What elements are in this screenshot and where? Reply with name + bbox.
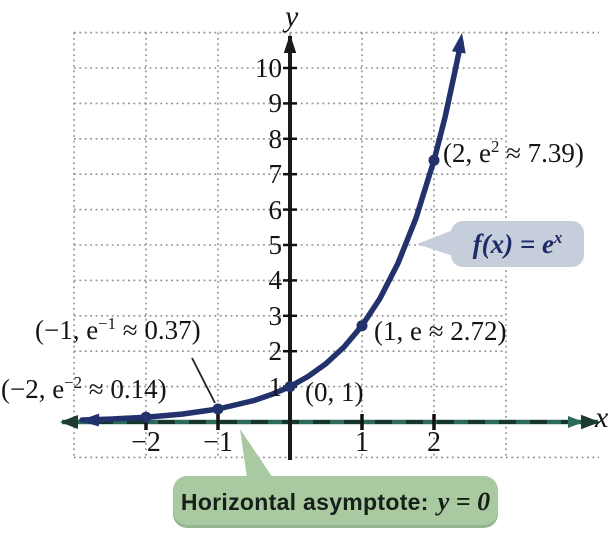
asymptote-equation: y = 0	[437, 487, 491, 516]
label-text: (1, e ≈ 2.72)	[374, 316, 507, 346]
asymptote-callout-pointer	[240, 429, 273, 478]
curve-top-arrow-icon	[451, 33, 466, 54]
x-tick--2: −2	[131, 427, 161, 458]
y-tick-8: 8	[268, 124, 283, 154]
fx-callout-pointer	[417, 230, 453, 256]
label-exponent: −1	[98, 314, 117, 333]
label-text: (−2, e	[1, 374, 65, 404]
x-axis-right-arrow-icon	[581, 414, 600, 430]
point-label-1: (1, e ≈ 2.72)	[374, 316, 507, 346]
asymptote-label: Horizontal asymptote:	[180, 488, 429, 515]
y-axis	[283, 34, 297, 460]
x-axis-right-chevron-icon	[568, 416, 584, 428]
label-exponent: 2	[490, 137, 500, 156]
point-label--2: (−2, e−2 ≈ 0.14)	[1, 374, 167, 404]
label-text: ≈ 0.14)	[82, 374, 167, 404]
y-tick-7: 7	[268, 159, 283, 189]
leader-line	[191, 357, 216, 404]
point-2	[428, 154, 440, 166]
data-points	[140, 154, 440, 423]
y-tick-10: 10	[255, 53, 282, 83]
y-axis-ticks	[283, 66, 297, 388]
y-tick-1: 1	[268, 372, 283, 402]
x-axis-left-arrow-icon	[60, 415, 78, 429]
x-tick-1: 1	[355, 427, 369, 458]
point--1	[212, 403, 224, 415]
label-text: ≈ 7.39)	[499, 138, 584, 168]
label-text: (2, e	[443, 138, 491, 168]
x-axis-label: x	[595, 401, 609, 434]
formula-exponent: x	[553, 227, 563, 247]
label-exponent: −2	[64, 373, 83, 392]
label-text: ≈ 0.37)	[116, 315, 201, 345]
y-tick-6: 6	[268, 195, 283, 225]
function-formula: f(x) = ex	[473, 229, 563, 260]
point-0	[284, 381, 296, 393]
y-tick-2: 2	[268, 336, 283, 366]
point-label-0: (0, 1)	[305, 377, 363, 407]
function-callout: f(x) = ex	[451, 221, 584, 267]
point-1	[356, 320, 368, 332]
y-tick-3: 3	[268, 301, 283, 331]
y-tick-4: 4	[268, 265, 283, 295]
formula-text: f(x) = e	[472, 228, 554, 259]
asymptote-callout: Horizontal asymptote: y = 0	[173, 476, 498, 528]
y-tick-9: 9	[268, 88, 283, 118]
y-axis-label: y	[285, 0, 299, 33]
curve-left-arrow-icon	[79, 413, 100, 427]
label-text: (0, 1)	[305, 377, 364, 407]
point-label-2: (2, e2 ≈ 7.39)	[443, 138, 584, 168]
x-tick--1: −1	[203, 427, 233, 458]
y-tick-5: 5	[268, 230, 283, 260]
x-tick-2: 2	[427, 427, 441, 458]
point-label--1: (−1, e−1 ≈ 0.37)	[35, 315, 201, 345]
point--2	[140, 411, 152, 423]
label-text: (−1, e	[35, 315, 99, 345]
y-axis-up-arrow-icon	[283, 34, 297, 53]
